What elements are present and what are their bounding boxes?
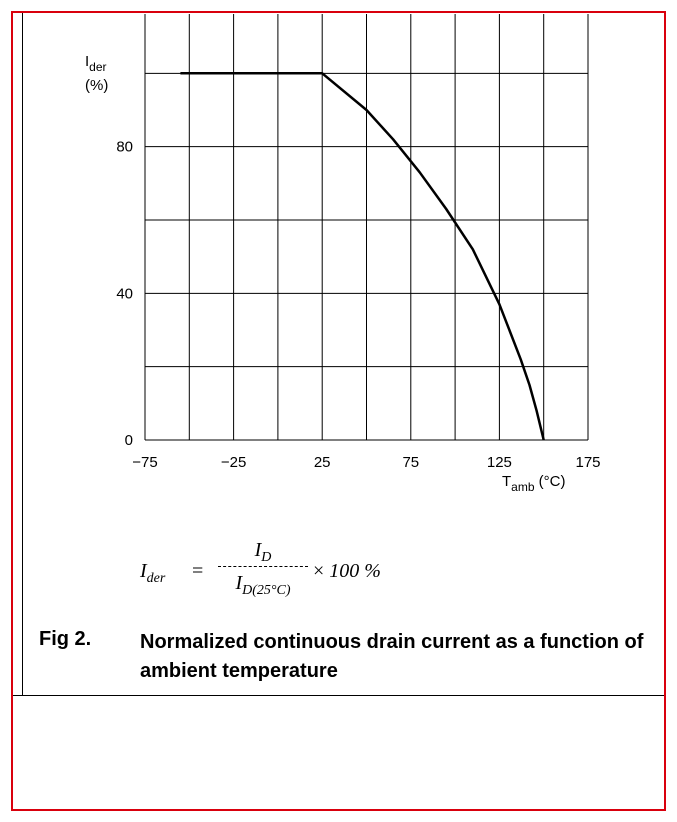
x-tick-label: 175	[575, 454, 600, 471]
derating-chart: −75 −25 25 75 125 175 0 40 80 Ider (%) Tamb (°C…	[85, 14, 601, 494]
left-divider	[22, 13, 23, 696]
formula-rhs: × 100 %	[313, 560, 381, 582]
formula-fraction: ID ID(25°C)	[218, 536, 308, 598]
fraction-bar	[218, 566, 308, 567]
figure-caption: Normalized continuous drain current as a…	[140, 631, 644, 682]
page-frame	[11, 11, 666, 811]
derating-formula: Ider = ID ID(25°C) × 100 %	[140, 536, 440, 606]
x-tick-label: −25	[221, 454, 246, 471]
y-tick-label: 40	[116, 285, 133, 302]
chart-series	[180, 72, 545, 441]
formula-lhs: Ider	[140, 560, 166, 586]
bottom-divider	[13, 695, 664, 696]
y-axis-label: Ider	[85, 53, 107, 74]
formula-denominator: ID(25°C)	[235, 572, 291, 598]
y-tick-label: 80	[116, 139, 133, 156]
chart-grid	[144, 14, 589, 441]
x-tick-label: 125	[487, 454, 512, 471]
figure-number: Fig 2.	[39, 628, 92, 650]
x-tick-label: 75	[402, 454, 419, 471]
y-tick-label: 0	[125, 432, 133, 449]
y-tick-labels: 0 40 80	[116, 139, 133, 449]
y-axis-unit: (%)	[85, 77, 108, 94]
x-tick-label: −75	[132, 454, 157, 471]
x-tick-labels: −75 −25 25 75 125 175	[132, 454, 600, 471]
derating-curve	[180, 72, 545, 441]
x-tick-label: 25	[314, 454, 331, 471]
formula-equals: =	[192, 560, 204, 582]
formula-numerator: ID	[254, 539, 272, 565]
x-axis-label: Tamb (°C)	[502, 473, 566, 494]
